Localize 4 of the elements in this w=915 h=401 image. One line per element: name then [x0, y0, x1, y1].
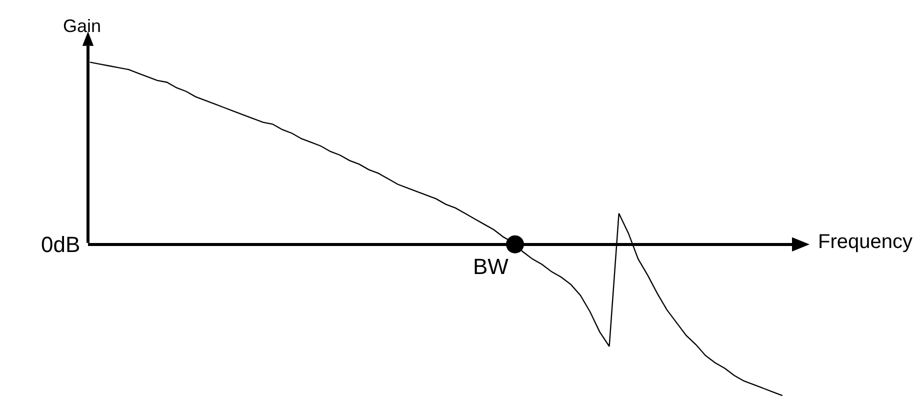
y-axis-title: Gain: [63, 16, 102, 36]
text: 0dB: [41, 232, 80, 257]
annotation: BW: [473, 254, 509, 279]
x-axis-title: Frequency: [818, 231, 912, 253]
